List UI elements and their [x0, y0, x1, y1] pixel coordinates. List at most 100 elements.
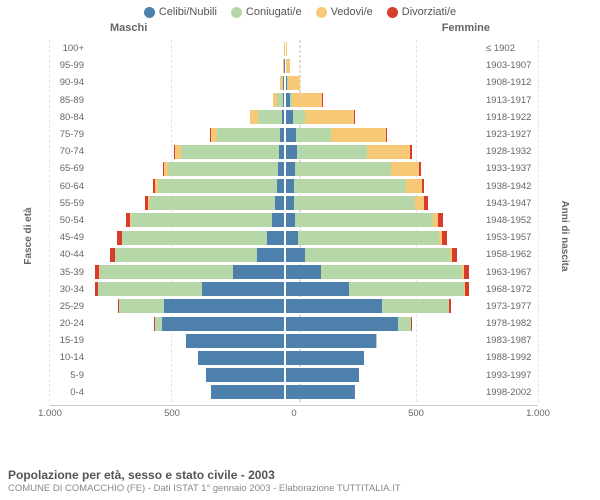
header-male: Maschi: [110, 22, 147, 34]
x-tick: 1.000: [38, 408, 62, 419]
age-row: 15-191983-1987: [50, 332, 538, 349]
bar-male: [88, 265, 284, 279]
bar-segment: [305, 248, 450, 262]
bar-male: [88, 213, 284, 227]
bar-segment: [288, 76, 300, 90]
bar-male: [88, 110, 284, 124]
bar-segment: [391, 162, 418, 176]
bar-female: [286, 368, 482, 382]
bar-segment: [98, 282, 202, 296]
bar-segment: [186, 334, 284, 348]
year-label: 1993-1997: [482, 370, 538, 381]
age-row: 20-241978-1982: [50, 315, 538, 332]
age-row: 85-891913-1917: [50, 92, 538, 109]
age-row: 25-291973-1977: [50, 298, 538, 315]
year-label: 1918-1922: [482, 112, 538, 123]
year-label: 1978-1982: [482, 318, 538, 329]
bar-segment: [294, 196, 416, 210]
bar-segment: [419, 162, 421, 176]
x-axis-left: 05001.000: [50, 406, 294, 422]
bar-segment: [258, 110, 282, 124]
bar-segment: [406, 179, 422, 193]
age-label: 5-9: [50, 370, 88, 381]
bar-segment: [206, 368, 284, 382]
bar-female: [286, 351, 482, 365]
year-label: 1958-1962: [482, 249, 538, 260]
legend-label: Celibi/Nubili: [159, 6, 217, 18]
age-label: 80-84: [50, 112, 88, 123]
legend-item: Divorziati/e: [387, 6, 456, 18]
age-label: 55-59: [50, 198, 88, 209]
bar-segment: [295, 213, 432, 227]
year-label: 1908-1912: [482, 77, 538, 88]
bar-female: [286, 299, 482, 313]
bar-segment: [158, 179, 278, 193]
bar-segment: [286, 299, 382, 313]
bar-segment: [465, 282, 469, 296]
age-row: 100+≤ 1902: [50, 40, 538, 57]
bar-segment: [202, 282, 284, 296]
chart-title: Popolazione per età, sesso e stato civil…: [8, 468, 401, 482]
x-axis-right: 5001.000: [294, 406, 538, 422]
x-tick: 500: [408, 408, 424, 419]
bar-segment: [278, 162, 284, 176]
bar-male: [88, 42, 284, 56]
bar-segment: [211, 385, 284, 399]
age-row: 35-391963-1967: [50, 263, 538, 280]
bar-segment: [286, 213, 295, 227]
bar-segment: [267, 231, 284, 245]
bar-female: [286, 282, 482, 296]
bar-segment: [305, 110, 354, 124]
bar-segment: [198, 351, 284, 365]
legend-swatch: [387, 7, 398, 18]
year-label: 1933-1937: [482, 163, 538, 174]
header-female: Femmine: [442, 22, 490, 34]
bar-segment: [449, 299, 451, 313]
year-label: 1983-1987: [482, 335, 538, 346]
bar-segment: [286, 162, 295, 176]
x-tick: 500: [164, 408, 180, 419]
bar-segment: [422, 179, 425, 193]
age-label: 75-79: [50, 129, 88, 140]
year-label: 1988-1992: [482, 352, 538, 363]
age-label: 45-49: [50, 232, 88, 243]
legend-item: Vedovi/e: [316, 6, 373, 18]
age-label: 70-74: [50, 146, 88, 157]
age-label: 50-54: [50, 215, 88, 226]
legend-item: Celibi/Nubili: [144, 6, 217, 18]
bar-segment: [257, 248, 284, 262]
legend-swatch: [231, 7, 242, 18]
bar-segment: [286, 385, 355, 399]
bar-male: [88, 145, 284, 159]
age-label: 90-94: [50, 77, 88, 88]
age-row: 10-141988-1992: [50, 349, 538, 366]
chart-area: Fasce di età Anni di nascita 100+≤ 19029…: [0, 36, 600, 436]
bar-segment: [292, 93, 321, 107]
bar-segment: [293, 110, 305, 124]
bar-female: [286, 179, 482, 193]
x-axis: 05001.000 5001.000: [50, 405, 538, 422]
age-row: 75-791923-1927: [50, 126, 538, 143]
bar-segment: [286, 368, 359, 382]
x-tick: 1.000: [526, 408, 550, 419]
bar-segment: [286, 59, 290, 73]
age-row: 80-84 1918-1922: [50, 109, 538, 126]
year-label: 1913-1917: [482, 95, 538, 106]
bar-female: [286, 59, 482, 73]
bar-male: [88, 282, 284, 296]
age-row: 60-641938-1942: [50, 178, 538, 195]
bar-segment: [250, 110, 258, 124]
bar-segment: [331, 128, 386, 142]
bar-segment: [297, 145, 368, 159]
bar-segment: [150, 196, 275, 210]
bar-segment: [286, 351, 364, 365]
age-label: 30-34: [50, 284, 88, 295]
year-label: 1928-1932: [482, 146, 538, 157]
age-row: 40-441958-1962: [50, 246, 538, 263]
bar-segment: [233, 265, 284, 279]
bar-segment: [298, 231, 439, 245]
bar-male: [88, 317, 284, 331]
bar-segment: [164, 299, 284, 313]
bar-segment: [367, 145, 410, 159]
legend-swatch: [144, 7, 155, 18]
